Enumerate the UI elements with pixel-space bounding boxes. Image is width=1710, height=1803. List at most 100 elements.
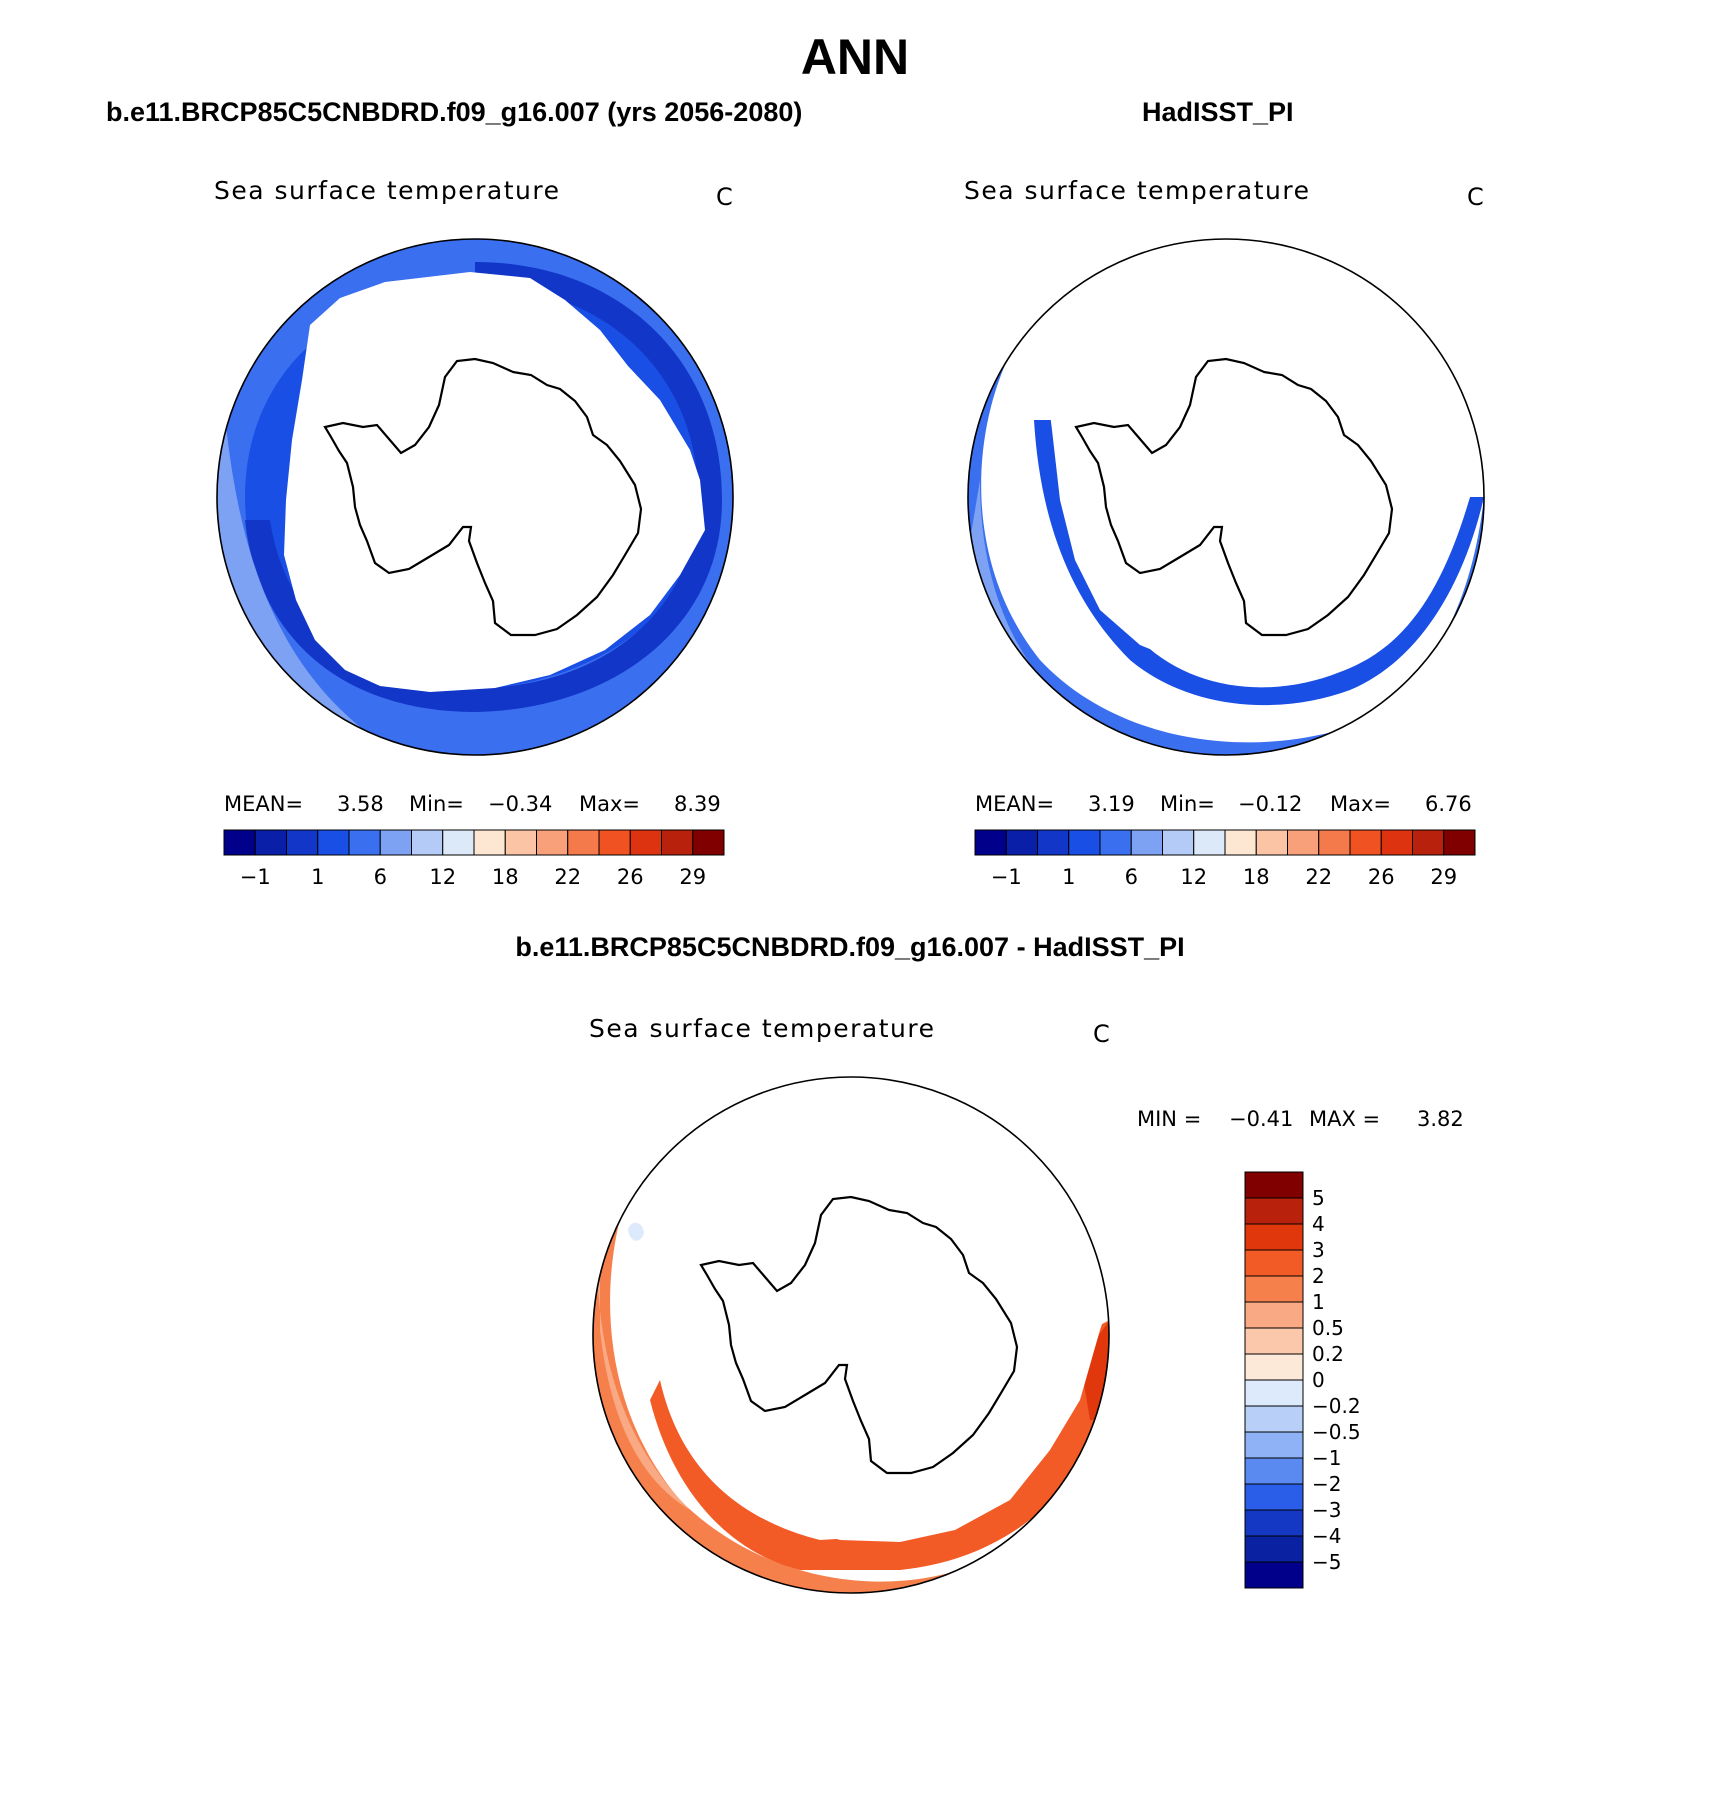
right-map-title: Sea surface temperature [964,176,1311,205]
diff-colorbar-tick-label: −2 [1312,1472,1341,1496]
diff-min-label: MIN = [1137,1107,1202,1131]
diff-map-title: Sea surface temperature [589,1014,936,1043]
diff-colorbar-box-14 [1244,1535,1304,1563]
right-colorbar-box-2 [1037,829,1070,856]
left-colorbar-box-9 [504,829,537,856]
diff-colorbar-box-11 [1244,1457,1304,1485]
left-colorbar-tick-label: 1 [311,865,324,889]
diff-colorbar-box-5 [1244,1301,1304,1329]
left-colorbar-tick-label: 22 [554,865,581,889]
left-colorbar-tick-label: 29 [679,865,706,889]
left-colorbar-tick-label: 6 [374,865,387,889]
diff-colorbar-tick-label: 0 [1312,1368,1325,1392]
diff-colorbar-box-9 [1244,1405,1304,1433]
diff-colorbar-tick-label: −1 [1312,1446,1341,1470]
right-colorbar-box-4 [1099,829,1132,856]
left-colorbar-tick-label: 18 [492,865,519,889]
left-min-value: −0.34 [488,792,553,816]
diff-colorbar-box-7 [1244,1353,1304,1381]
left-map-title: Sea surface temperature [214,176,561,205]
diff-colorbar-box-8 [1244,1379,1304,1407]
diff-ice-region [655,1077,1109,1542]
right-colorbar-tick-label: −1 [991,865,1022,889]
figure-title: ANN [800,29,910,85]
diff-colorbar-tick-label: −0.5 [1312,1420,1361,1444]
left-colorbar-box-2 [286,829,319,856]
right-colorbar-box-6 [1162,829,1195,856]
right-colorbar: −1 1 6 12 18 22 26 29 [974,829,1476,889]
diff-colorbar-box-1 [1244,1197,1304,1225]
right-max-label: Max= [1330,792,1392,816]
diff-max-label: MAX = [1309,1107,1381,1131]
right-colorbar-box-8 [1224,829,1257,856]
left-colorbar: −1 1 6 12 18 22 26 29 [223,829,725,889]
left-colorbar-box-14 [661,829,694,856]
diff-field-band-neg [628,1222,644,1241]
left-colorbar-box-13 [629,829,662,856]
diff-colorbar-box-13 [1244,1509,1304,1537]
right-colorbar-tick-label: 1 [1062,865,1075,889]
left-colorbar-tick-label: 26 [617,865,644,889]
left-mean-label: MEAN= [224,792,304,816]
diff-colorbar-tick-label: 4 [1312,1212,1325,1236]
right-min-value: −0.12 [1238,792,1303,816]
diff-colorbar-box-3 [1244,1249,1304,1277]
left-colorbar-box-5 [379,829,412,856]
right-colorbar-box-13 [1380,829,1413,856]
diff-colorbar-tick-label: 0.5 [1312,1316,1344,1340]
left-colorbar-box-15 [692,829,725,856]
diff-colorbar-tick-label: −0.2 [1312,1394,1361,1418]
diff-colorbar-tick-label: −4 [1312,1524,1341,1548]
right-colorbar-tick-label: 22 [1305,865,1332,889]
left-colorbar-box-8 [473,829,506,856]
right-colorbar-tick-label: 29 [1430,865,1457,889]
diff-colorbar-box-6 [1244,1327,1304,1355]
left-max-label: Max= [579,792,641,816]
right-max-value: 6.76 [1425,792,1472,816]
diff-colorbar-tick-label: 2 [1312,1264,1325,1288]
diff-colorbar-box-12 [1244,1483,1304,1511]
right-mean-label: MEAN= [975,792,1055,816]
diff-colorbar-box-0 [1244,1171,1304,1199]
left-min-label: Min= [409,792,464,816]
diff-colorbar-tick-label: −5 [1312,1550,1341,1574]
right-colorbar-box-0 [974,829,1007,856]
difference-case-title: b.e11.BRCP85C5CNBDRD.f09_g16.007 - HadIS… [515,932,1185,962]
right-polar-map [967,238,1485,756]
left-ice-region [284,272,705,692]
right-colorbar-tick-label: 12 [1180,865,1207,889]
left-colorbar-box-11 [567,829,600,856]
left-colorbar-box-6 [411,829,444,856]
left-units-label: C [716,183,733,211]
right-colorbar-tick-label: 26 [1368,865,1395,889]
diff-colorbar-tick-label: −3 [1312,1498,1341,1522]
right-mean-value: 3.19 [1088,792,1135,816]
right-colorbar-tick-label: 18 [1243,865,1270,889]
left-colorbar-box-1 [254,829,287,856]
right-case-title: HadISST_PI [1142,97,1294,127]
diff-polar-map [592,1076,1110,1594]
left-case-title: b.e11.BRCP85C5CNBDRD.f09_g16.007 (yrs 20… [106,97,803,127]
diff-colorbar-box-2 [1244,1223,1304,1251]
right-colorbar-box-9 [1255,829,1288,856]
right-colorbar-box-1 [1005,829,1038,856]
diff-colorbar-tick-label: 0.2 [1312,1342,1344,1366]
left-colorbar-tick-label: 12 [429,865,456,889]
right-colorbar-box-5 [1130,829,1163,856]
diff-units-label: C [1093,1020,1110,1048]
diff-colorbar-tick-label: 1 [1312,1290,1325,1314]
left-colorbar-box-10 [536,829,569,856]
left-colorbar-box-3 [317,829,350,856]
right-units-label: C [1467,183,1484,211]
diff-colorbar-box-15 [1244,1561,1304,1589]
left-colorbar-box-7 [442,829,475,856]
left-colorbar-tick-label: −1 [240,865,271,889]
right-colorbar-box-10 [1287,829,1320,856]
left-mean-value: 3.58 [337,792,384,816]
right-colorbar-box-3 [1068,829,1101,856]
diff-colorbar-tick-label: 5 [1312,1186,1325,1210]
diff-min-value: −0.41 [1229,1107,1294,1131]
right-ice-region [1020,239,1480,668]
